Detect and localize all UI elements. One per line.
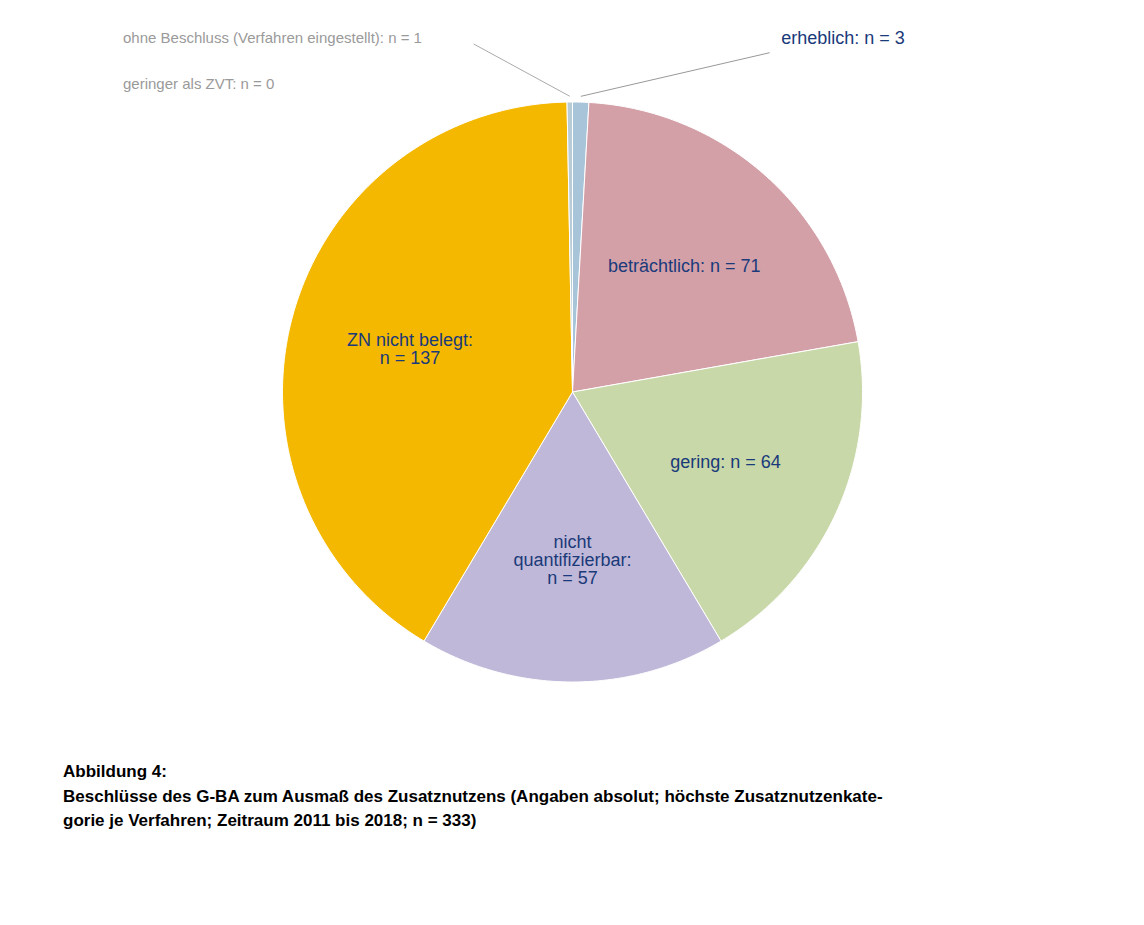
html-text:Beschlüsse des G-BA zum Ausmaß: Beschlüsse des G-BA zum Ausmaß des Zusat… [63,786,883,831]
svg-text:ohne Beschluss (Verfahren eing: ohne Beschluss (Verfahren eingestellt): … [123,29,422,46]
svg-text:beträchtlich: n = 71: beträchtlich: n = 71 [608,256,761,276]
svg-text:geringer als ZVT: n = 0: geringer als ZVT: n = 0 [123,75,274,92]
svg-text:ZN nicht belegt:n = 137: ZN nicht belegt:n = 137 [347,330,473,368]
svg-text:nichtquantifizierbar:n = 57: nichtquantifizierbar:n = 57 [513,532,631,588]
svg-text:erheblich: n = 3: erheblich: n = 3 [781,28,905,48]
html-text:Abbildung 4:: Abbildung 4: [63,762,167,781]
svg-text:gering: n = 64: gering: n = 64 [670,452,781,472]
